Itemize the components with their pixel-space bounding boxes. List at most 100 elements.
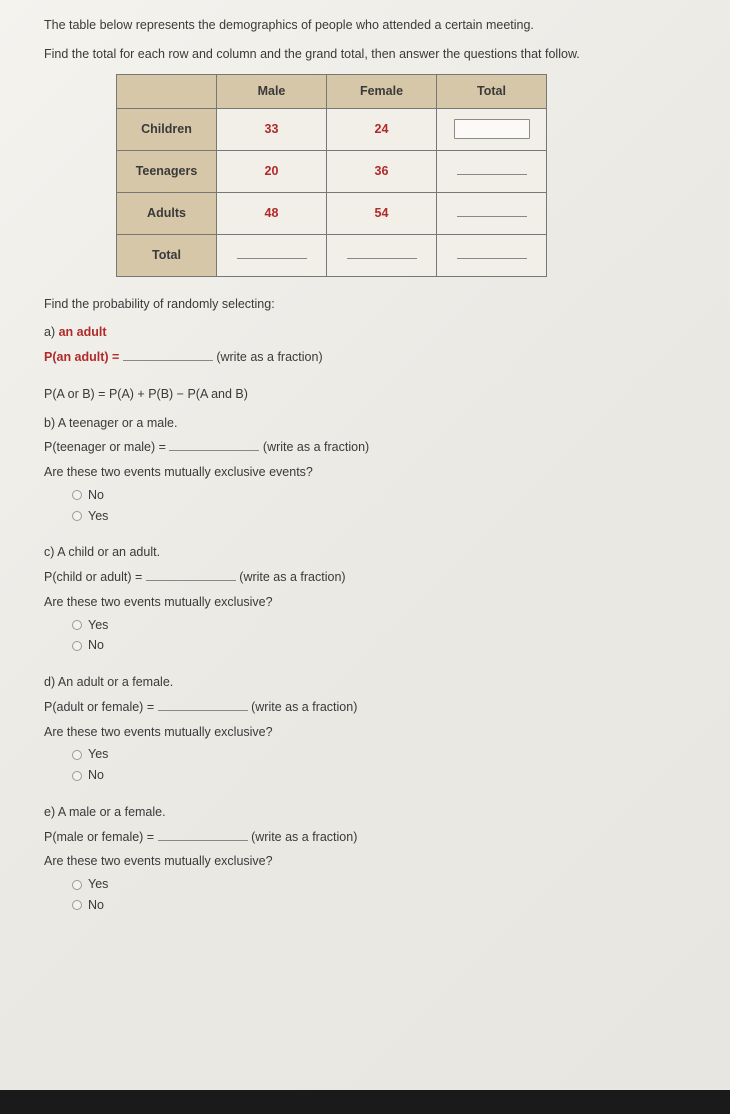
qb-are-question: Are these two events mutually exclusive … [44,463,706,482]
qd-choice-yes[interactable]: Yes [72,745,706,764]
header-blank [117,74,217,108]
qb-prob: P(teenager or male) = [44,440,166,454]
qe-prob: P(male or female) = [44,830,154,844]
table-row: Total [117,234,547,276]
question-a: a) an adult P(an adult) = (write as a fr… [44,323,706,367]
qa-p-event: an adult [57,350,105,364]
blank-total-male[interactable] [237,247,307,259]
qb-answer-blank[interactable] [169,439,259,451]
qd-opt2: No [88,768,104,782]
qa-event: an adult [59,325,107,339]
cell-children-male: 33 [217,108,327,150]
radio-icon[interactable] [72,490,82,500]
input-children-total[interactable] [454,119,530,139]
qa-label: a) an adult [44,323,706,342]
qe-answer-blank[interactable] [158,829,248,841]
qa-p-open: P( [44,350,57,364]
blank-teenagers-total[interactable] [457,163,527,175]
cell-total-female[interactable] [327,234,437,276]
radio-icon[interactable] [72,750,82,760]
qb-choices: No Yes [72,486,706,526]
question-b: b) A teenager or a male. P(teenager or m… [44,414,706,526]
qb-prob-line: P(teenager or male) = (write as a fracti… [44,438,706,457]
qd-are-question: Are these two events mutually exclusive? [44,723,706,742]
qb-choice-no[interactable]: No [72,486,706,505]
qc-label: c) A child or an adult. [44,543,706,562]
qa-hint: (write as a fraction) [216,350,322,364]
qe-label: e) A male or a female. [44,803,706,822]
cell-grand-total[interactable] [437,234,547,276]
qc-opt1: Yes [88,618,108,632]
qd-hint: (write as a fraction) [251,700,357,714]
cell-children-total[interactable] [437,108,547,150]
worksheet-page: The table below represents the demograph… [0,0,730,1090]
blank-adults-total[interactable] [457,205,527,217]
radio-icon[interactable] [72,641,82,651]
qa-letter: a) [44,325,55,339]
qc-prob-line: P(child or adult) = (write as a fraction… [44,568,706,587]
radio-icon[interactable] [72,880,82,890]
qc-are-question: Are these two events mutually exclusive? [44,593,706,612]
qe-opt1: Yes [88,877,108,891]
header-total: Total [437,74,547,108]
qe-choice-yes[interactable]: Yes [72,875,706,894]
qd-label: d) An adult or a female. [44,673,706,692]
qd-choice-no[interactable]: No [72,766,706,785]
qc-choices: Yes No [72,616,706,656]
header-female: Female [327,74,437,108]
cell-teenagers-total[interactable] [437,150,547,192]
qe-hint: (write as a fraction) [251,830,357,844]
intro-text: The table below represents the demograph… [44,16,706,64]
probability-heading: Find the probability of randomly selecti… [44,295,706,314]
intro-line-1: The table below represents the demograph… [44,16,706,35]
row-label-children: Children [117,108,217,150]
qa-answer-blank[interactable] [123,349,213,361]
cell-adults-female: 54 [327,192,437,234]
qe-choice-no[interactable]: No [72,896,706,915]
cell-adults-total[interactable] [437,192,547,234]
qb-choice-yes[interactable]: Yes [72,507,706,526]
blank-grand-total[interactable] [457,247,527,259]
qe-prob-line: P(male or female) = (write as a fraction… [44,828,706,847]
qa-p-eq: ) = [104,350,119,364]
qc-opt2: No [88,638,104,652]
table-row: Children 33 24 [117,108,547,150]
blank-total-female[interactable] [347,247,417,259]
table-row: Teenagers 20 36 [117,150,547,192]
qb-opt2: Yes [88,509,108,523]
qe-are-question: Are these two events mutually exclusive? [44,852,706,871]
qd-prob-line: P(adult or female) = (write as a fractio… [44,698,706,717]
qa-prob-line: P(an adult) = (write as a fraction) [44,348,706,367]
question-d: d) An adult or a female. P(adult or fema… [44,673,706,785]
cell-teenagers-male: 20 [217,150,327,192]
table-header-row: Male Female Total [117,74,547,108]
row-label-adults: Adults [117,192,217,234]
radio-icon[interactable] [72,511,82,521]
qd-choices: Yes No [72,745,706,785]
table-row: Adults 48 54 [117,192,547,234]
qd-answer-blank[interactable] [158,699,248,711]
qc-choice-yes[interactable]: Yes [72,616,706,635]
row-label-total: Total [117,234,217,276]
qc-choice-no[interactable]: No [72,636,706,655]
qd-prob: P(adult or female) = [44,700,154,714]
qb-label: b) A teenager or a male. [44,414,706,433]
qb-opt1: No [88,488,104,502]
qc-prob: P(child or adult) = [44,570,142,584]
radio-icon[interactable] [72,771,82,781]
cell-adults-male: 48 [217,192,327,234]
question-e: e) A male or a female. P(male or female)… [44,803,706,915]
qd-opt1: Yes [88,747,108,761]
radio-icon[interactable] [72,900,82,910]
row-label-teenagers: Teenagers [117,150,217,192]
qb-hint: (write as a fraction) [263,440,369,454]
qe-opt2: No [88,898,104,912]
qc-hint: (write as a fraction) [239,570,345,584]
radio-icon[interactable] [72,620,82,630]
formula-line: P(A or B) = P(A) + P(B) − P(A and B) [44,385,706,404]
qc-answer-blank[interactable] [146,569,236,581]
bottom-bar [0,1090,730,1114]
cell-total-male[interactable] [217,234,327,276]
cell-teenagers-female: 36 [327,150,437,192]
intro-line-2: Find the total for each row and column a… [44,45,706,64]
